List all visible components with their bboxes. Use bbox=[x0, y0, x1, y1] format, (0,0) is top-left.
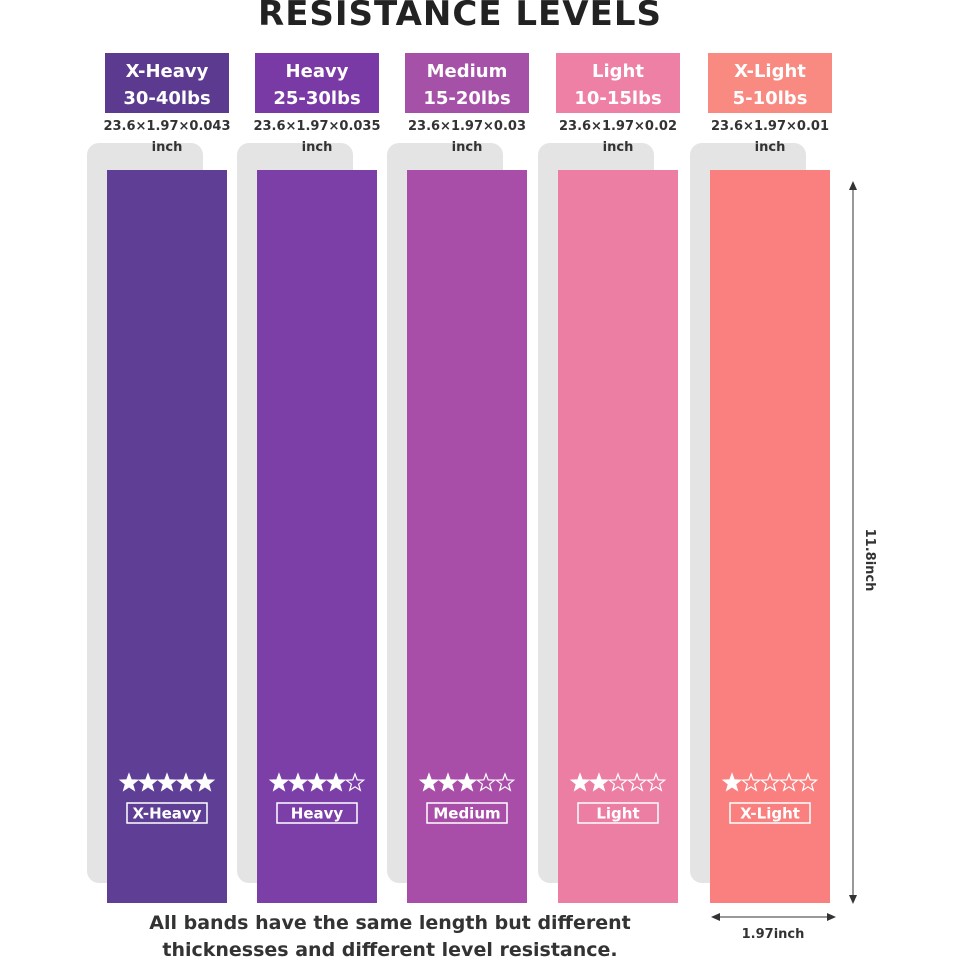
width-label: 1.97inch bbox=[742, 927, 805, 942]
level-weight: 30-40lbs bbox=[123, 88, 210, 109]
star-empty bbox=[759, 772, 781, 792]
star-filled bbox=[156, 772, 178, 792]
level-box bbox=[255, 53, 379, 113]
star-filled bbox=[456, 772, 478, 792]
star-filled bbox=[194, 772, 216, 792]
band bbox=[710, 170, 830, 903]
length-label: 11.8inch bbox=[862, 529, 877, 592]
band bbox=[257, 170, 377, 903]
band-tag bbox=[577, 802, 659, 824]
footer-note: All bands have the same length but diffe… bbox=[149, 912, 631, 961]
arrow-head bbox=[711, 913, 720, 921]
star-empty bbox=[494, 772, 516, 792]
star-empty bbox=[797, 772, 819, 792]
level-weight: 10-15lbs bbox=[574, 88, 661, 109]
band-size: 23.6×1.97×0.01 inch bbox=[710, 119, 829, 155]
level-name: X-Heavy bbox=[126, 61, 209, 82]
star-empty bbox=[778, 772, 800, 792]
level-name: Light bbox=[592, 61, 644, 82]
level-name: X-Light bbox=[734, 61, 806, 82]
band-size: 23.6×1.97×0.043 inch bbox=[103, 119, 231, 155]
band-tag bbox=[126, 802, 208, 824]
band-tag bbox=[276, 802, 358, 824]
star-filled bbox=[721, 772, 743, 792]
band-tag-text: Medium bbox=[433, 805, 500, 823]
title: RESISTANCE LEVELS bbox=[258, 0, 662, 34]
level-name: Heavy bbox=[286, 61, 349, 82]
star-filled bbox=[175, 772, 197, 792]
level-weight: 5-10lbs bbox=[733, 88, 808, 109]
level-name: Medium bbox=[427, 61, 508, 82]
star-filled bbox=[569, 772, 591, 792]
band bbox=[107, 170, 227, 903]
star-filled bbox=[418, 772, 440, 792]
band-tag bbox=[729, 802, 811, 824]
band-tag-text: X-Light bbox=[740, 805, 800, 823]
star-filled bbox=[118, 772, 140, 792]
arrow-head bbox=[849, 895, 857, 904]
star-empty bbox=[626, 772, 648, 792]
arrow-head bbox=[849, 181, 857, 190]
level-box bbox=[405, 53, 529, 113]
level-box bbox=[708, 53, 832, 113]
star-filled bbox=[325, 772, 347, 792]
star-filled bbox=[437, 772, 459, 792]
star-empty bbox=[645, 772, 667, 792]
band-tag bbox=[426, 802, 508, 824]
arrow-head bbox=[827, 913, 836, 921]
band bbox=[407, 170, 527, 903]
star-filled bbox=[306, 772, 328, 792]
star-empty bbox=[344, 772, 366, 792]
star-filled bbox=[268, 772, 290, 792]
band bbox=[558, 170, 678, 903]
star-filled bbox=[137, 772, 159, 792]
band-size: 23.6×1.97×0.03 inch bbox=[407, 119, 526, 155]
level-weight: 25-30lbs bbox=[273, 88, 360, 109]
level-box bbox=[105, 53, 229, 113]
star-empty bbox=[607, 772, 629, 792]
star-empty bbox=[740, 772, 762, 792]
bands: X-Heavy 30-40lbs X-Heavy Heavy 25-30lbs Heavy… bbox=[87, 53, 832, 903]
level-weight: 15-20lbs bbox=[423, 88, 510, 109]
band-tag-text: X-Heavy bbox=[133, 805, 202, 823]
star-filled bbox=[287, 772, 309, 792]
band-size: 23.6×1.97×0.035 inch bbox=[253, 119, 381, 155]
level-box bbox=[556, 53, 680, 113]
band-tag-text: Heavy bbox=[291, 805, 344, 823]
star-filled bbox=[588, 772, 610, 792]
band-tag-text: Light bbox=[596, 805, 639, 823]
star-empty bbox=[475, 772, 497, 792]
band-size: 23.6×1.97×0.02 inch bbox=[558, 119, 677, 155]
